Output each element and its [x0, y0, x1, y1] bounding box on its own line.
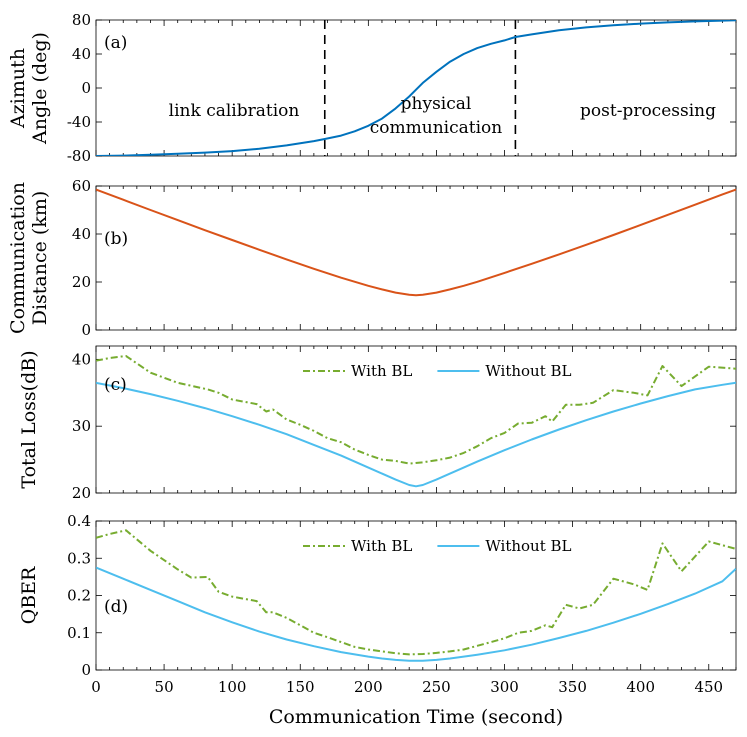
y-tick-label: 0 — [81, 661, 91, 679]
y-tick-label: -40 — [67, 113, 91, 131]
y-tick-label: 0.2 — [67, 587, 91, 605]
y-tick-label: 20 — [72, 273, 91, 291]
phase-annotation: link calibration — [169, 101, 300, 121]
y-axis-label: CommunicationDistance (km) — [7, 182, 51, 334]
x-tick-label: 450 — [694, 678, 723, 696]
y-tick-label: 30 — [72, 417, 91, 435]
phase-annotation-line: post-processing — [580, 101, 716, 121]
y-axis-label: AzimuthAngle (deg) — [7, 32, 51, 145]
y-tick-label: 0.4 — [67, 512, 91, 530]
x-tick-label: 0 — [91, 678, 101, 696]
series-line — [96, 188, 736, 297]
legend-entry: Without BL — [485, 537, 571, 555]
y-tick-label: 80 — [72, 11, 91, 29]
series-line — [96, 381, 736, 488]
y-axis-label-line: Total Loss(dB) — [18, 350, 40, 488]
x-tick-label: 100 — [218, 678, 247, 696]
y-axis-label-line: Distance (km) — [29, 191, 51, 326]
x-tick-label: 350 — [558, 678, 587, 696]
legend-entry: Without BL — [485, 362, 571, 380]
x-tick-label: 400 — [626, 678, 655, 696]
axes-box — [95, 520, 737, 671]
y-axis-label: QBER — [18, 566, 40, 624]
y-axis-label-line: Azimuth — [7, 48, 29, 129]
y-axis-label-line: Angle (deg) — [29, 32, 51, 145]
y-tick-label: 0.3 — [67, 549, 91, 567]
axes-box — [95, 185, 737, 331]
panel-label: (b) — [104, 229, 128, 249]
panel-label: (a) — [104, 33, 127, 53]
y-tick-label: 0 — [81, 321, 91, 339]
x-tick-label: 250 — [422, 678, 451, 696]
y-axis-label-line: QBER — [18, 566, 40, 624]
axes-box — [95, 345, 737, 494]
legend: With BL Without BL — [303, 362, 572, 380]
y-tick-label: 60 — [72, 177, 91, 195]
y-tick-label: 0.1 — [67, 624, 91, 642]
panel-a: -80 -40 0 40 80 AzimuthAngle (deg) (a) link cal… — [7, 11, 737, 165]
x-tick-label: 50 — [155, 678, 174, 696]
series-line — [96, 529, 736, 656]
panel-d: 0 0.1 0.2 0.3 0.4 QBER (d) With BL Without BL — [18, 512, 737, 679]
series-line — [96, 566, 736, 662]
y-tick-label: 0 — [81, 79, 91, 97]
phase-annotation-line: link calibration — [169, 101, 300, 121]
y-tick-label: 40 — [72, 225, 91, 243]
legend-entry: With BL — [351, 537, 412, 555]
x-tick-label: 300 — [490, 678, 519, 696]
y-axis-label-line: Communication — [7, 182, 29, 334]
panel-label: (d) — [104, 597, 128, 617]
y-axis-label: Total Loss(dB) — [18, 350, 40, 488]
panels: -80 -40 0 40 80 AzimuthAngle (deg) (a) link cal… — [7, 11, 737, 679]
phase-annotation: physical communication — [370, 94, 502, 138]
phase-annotation: post-processing — [580, 101, 716, 121]
x-axis-label: Communication Time (second) — [269, 706, 563, 728]
series-line — [96, 20, 736, 156]
panel-c: 20 30 40 Total Loss(dB) (c) With BL Without BL — [18, 345, 737, 502]
x-tick-label: 150 — [286, 678, 315, 696]
y-tick-label: 20 — [72, 484, 91, 502]
y-tick-label: 40 — [72, 350, 91, 368]
series-line — [96, 355, 736, 465]
y-tick-label: -80 — [67, 147, 91, 165]
panel-label: (c) — [104, 375, 127, 395]
x-tick-labels: 0 50 100 150 200 250 300 350 400 450 — [91, 678, 723, 696]
x-tick-label: 200 — [354, 678, 383, 696]
y-tick-label: 40 — [72, 45, 91, 63]
panel-b: 0 20 40 60 CommunicationDistance (km) (b) — [7, 177, 737, 339]
legend-entry: With BL — [351, 362, 412, 380]
legend: With BL Without BL — [303, 537, 572, 555]
phase-annotation-line: physical — [401, 94, 472, 114]
phase-annotation-line: communication — [370, 118, 502, 138]
